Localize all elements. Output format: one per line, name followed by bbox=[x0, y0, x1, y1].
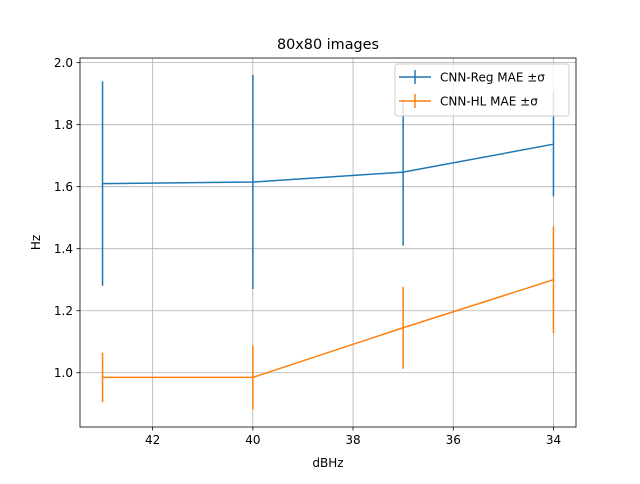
legend: CNN-Reg MAE ±σ CNN-HL MAE ±σ bbox=[394, 63, 570, 117]
series-line bbox=[102, 278, 554, 379]
series-line bbox=[102, 143, 554, 185]
y-tick-label: 1.4 bbox=[54, 242, 73, 256]
x-tick-label: 34 bbox=[546, 433, 561, 447]
legend-label: CNN-HL MAE ±σ bbox=[440, 95, 538, 109]
series-2 bbox=[101, 226, 555, 410]
y-tick-label: 2.0 bbox=[54, 56, 73, 70]
legend-frame bbox=[394, 63, 570, 117]
ticks: 42 40 38 36 34 1.0 1.2 1.4 1.6 1.8 2.0 bbox=[54, 56, 561, 447]
x-tick-label: 38 bbox=[345, 433, 360, 447]
legend-label: CNN-Reg MAE ±σ bbox=[440, 71, 545, 85]
plot-area bbox=[80, 58, 576, 427]
chart-title: 80x80 images bbox=[277, 37, 379, 53]
y-tick-label: 1.6 bbox=[54, 180, 73, 194]
x-tick-label: 36 bbox=[446, 433, 461, 447]
x-tick-label: 40 bbox=[245, 433, 260, 447]
y-tick-label: 1.0 bbox=[54, 366, 73, 380]
y-tick-label: 1.8 bbox=[54, 118, 73, 132]
x-tick-label: 42 bbox=[145, 433, 160, 447]
x-axis-label: dBHz bbox=[312, 456, 343, 470]
y-axis-label: Hz bbox=[29, 235, 43, 250]
y-tick-label: 1.2 bbox=[54, 304, 73, 318]
plot-frame bbox=[79, 57, 577, 428]
